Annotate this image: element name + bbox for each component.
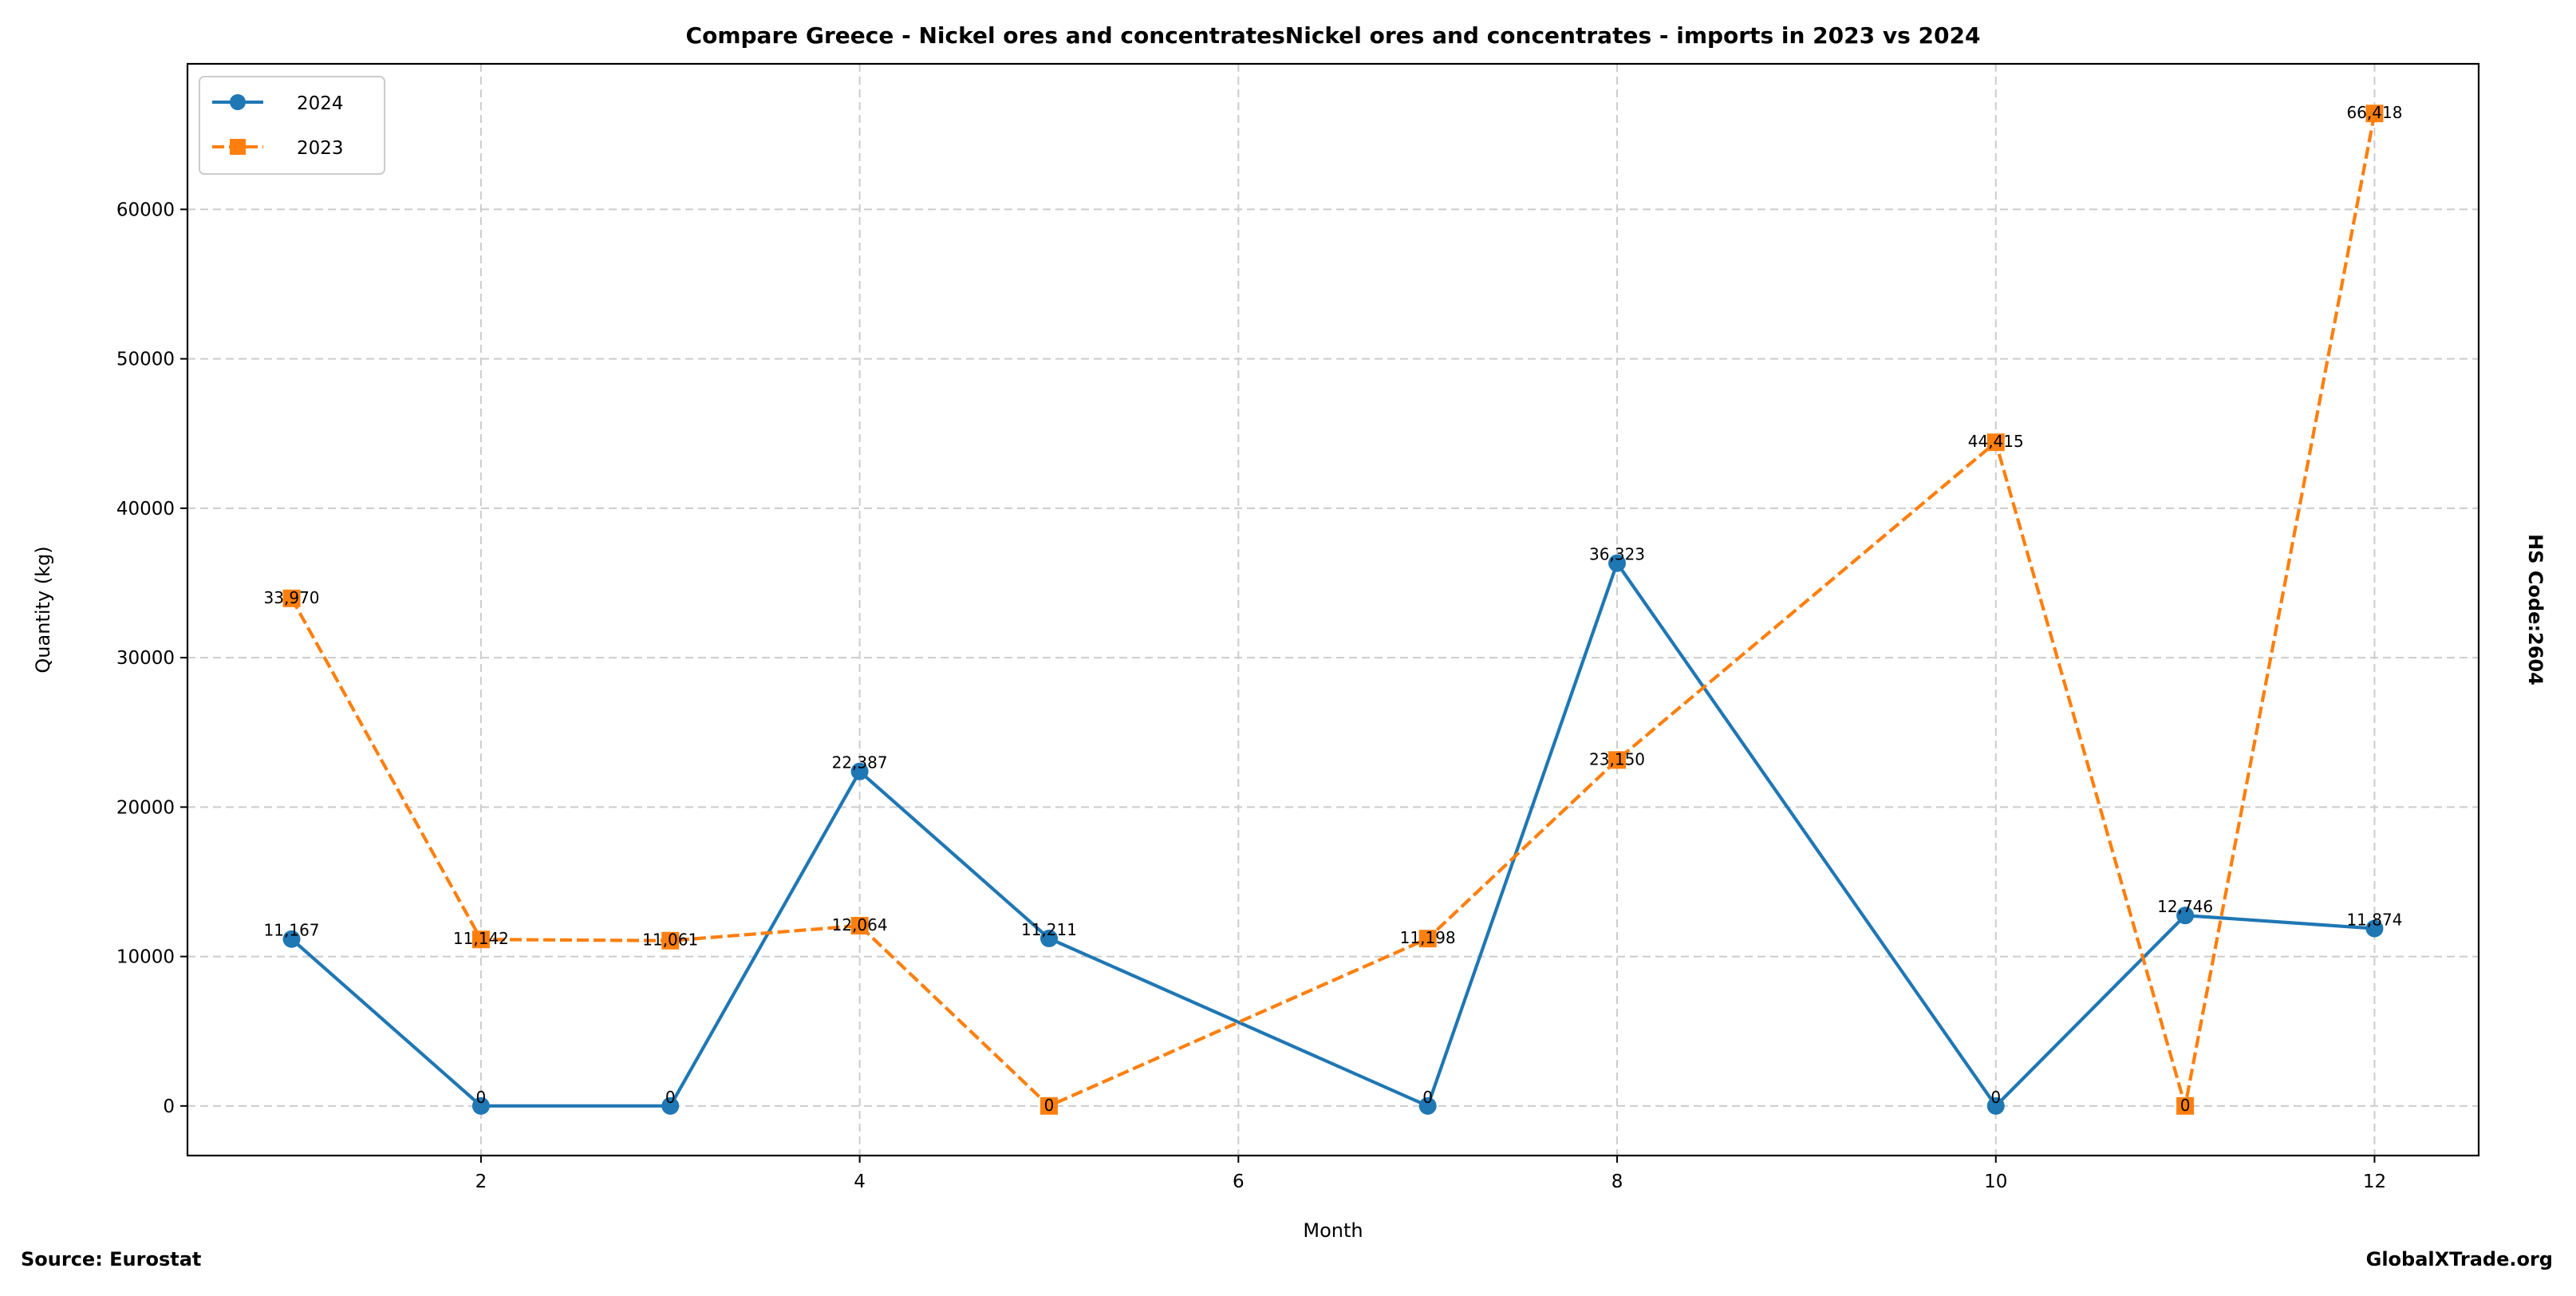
series-layer [282, 105, 2384, 1115]
data-label-2024: 11,167 [264, 921, 320, 940]
data-point-2023 [1418, 930, 1437, 948]
data-point-2024 [2176, 907, 2195, 925]
data-label-2024: 11,874 [2346, 911, 2402, 930]
data-point-2024 [1986, 1096, 2005, 1115]
data-point-2024 [2365, 919, 2384, 938]
y-tick-label: 50000 [116, 350, 175, 370]
chart-title: Compare Greece - Nickel ores and concent… [686, 22, 1981, 49]
data-label-2024: 0 [1422, 1088, 1433, 1107]
data-point-2023 [850, 916, 869, 934]
y-tick-label: 0 [163, 1096, 175, 1117]
legend-marker-2023 [230, 139, 246, 155]
data-point-2023 [471, 931, 490, 949]
axis-ticks: 2 4 6 8 10 12 0 10000 20000 30000 40000 50000 60000 [116, 200, 2386, 1192]
data-point-2023 [282, 589, 301, 607]
x-tick-label: 12 [2363, 1172, 2386, 1192]
data-label-2024: 0 [476, 1088, 487, 1107]
data-point-2024 [850, 762, 869, 780]
hs-code-label: HS Code:2604 [2524, 534, 2546, 686]
data-point-2024 [471, 1096, 490, 1115]
data-label-2023: 44,415 [1968, 432, 2024, 451]
y-tick-label: 40000 [116, 499, 175, 520]
data-point-2024 [1418, 1096, 1437, 1115]
x-tick-label: 8 [1611, 1172, 1623, 1192]
data-point-2024 [661, 1096, 680, 1115]
data-label-2023: 23,150 [1589, 749, 1645, 769]
data-point-2024 [1039, 929, 1058, 947]
data-point-2023 [2176, 1096, 2195, 1115]
x-tick-label: 4 [854, 1172, 866, 1192]
data-label-2023: 33,970 [264, 588, 320, 607]
data-label-2023: 0 [2180, 1096, 2191, 1115]
x-tick-label: 2 [475, 1172, 487, 1192]
y-tick-label: 10000 [116, 947, 175, 968]
y-tick-label: 60000 [116, 200, 175, 220]
data-label-2023: 66,418 [2346, 103, 2402, 122]
y-tick-label: 20000 [116, 797, 175, 818]
data-point-2023 [1608, 751, 1627, 769]
data-label-2024: 11,211 [1021, 920, 1077, 939]
brand-label: GlobalXTrade.org [2366, 1248, 2553, 1270]
legend: 2024 2023 [199, 76, 385, 175]
plot-frame [186, 62, 2480, 1157]
y-tick-label: 30000 [116, 648, 175, 669]
data-label-2023: 11,061 [642, 931, 698, 950]
data-point-2023 [661, 931, 680, 950]
data-point-2023 [1986, 433, 2005, 452]
data-label-2023: 0 [1044, 1096, 1055, 1115]
data-point-2024 [1608, 554, 1627, 572]
x-axis-label: Month [1303, 1219, 1363, 1242]
legend-label-2023: 2023 [297, 138, 344, 159]
grid [187, 64, 2479, 1156]
legend-marker-2024 [230, 94, 246, 110]
data-labels: 11,167 0 0 22,387 11,211 0 36,323 0 12,746 11,874… [264, 103, 2403, 1115]
y-axis-label: Quantity (kg) [32, 546, 54, 673]
data-label-2024: 12,746 [2157, 897, 2213, 916]
data-label-2024: 36,323 [1589, 545, 1645, 564]
x-tick-label: 10 [1984, 1172, 2007, 1192]
data-label-2023: 11,198 [1400, 928, 1456, 947]
legend-box [199, 76, 385, 175]
data-point-2024 [282, 930, 301, 948]
data-point-2023 [1039, 1096, 1058, 1115]
source-label: Source: Eurostat [21, 1248, 201, 1270]
data-label-2024: 0 [1990, 1088, 2001, 1107]
data-point-2023 [2365, 105, 2384, 123]
series-line-2024 [290, 559, 2375, 1109]
legend-label-2024: 2024 [297, 93, 344, 114]
x-tick-label: 6 [1233, 1172, 1245, 1192]
data-label-2023: 12,064 [832, 915, 888, 934]
data-label-2023: 11,142 [453, 929, 509, 948]
data-label-2024: 22,387 [832, 753, 888, 772]
data-label-2024: 0 [665, 1088, 676, 1107]
